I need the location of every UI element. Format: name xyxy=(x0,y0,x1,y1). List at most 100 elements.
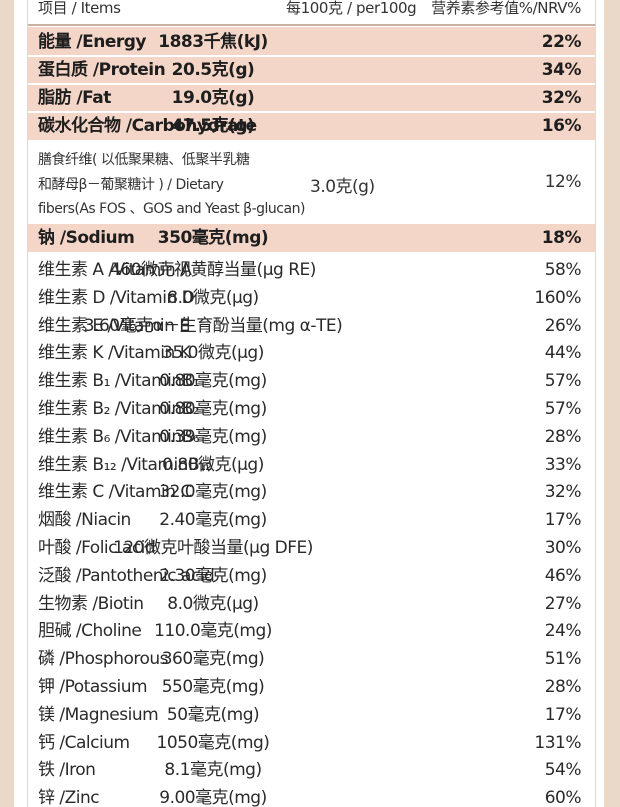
table-row: 叶酸 /Folic acid 120微克叶酸当量(μg DFE) 30% xyxy=(28,534,595,562)
table-row: 胆碱 /Choline 110.0毫克(mg) 24% xyxy=(28,617,595,645)
header-items: 项目 / Items xyxy=(38,0,121,17)
table-header: 项目 / Items 每100克 / per100g 营养素参考值%/NRV% xyxy=(28,0,595,22)
row-amount: 0.80微克(μg) xyxy=(162,454,264,475)
fiber-name-line1: 膳食纤维( 以低聚果糖、低聚半乳糖 xyxy=(38,152,250,168)
row-nrv: 54% xyxy=(544,760,582,781)
row-nrv: 44% xyxy=(544,343,582,364)
table-row: 维生素 E /Vitamin E 3.60毫克α－生育酚当量(mg α-TE) 26… xyxy=(28,312,595,340)
table-row: 维生素 B₁ /VitaminB₁ 0.80毫克(mg) 57% xyxy=(28,367,595,395)
row-nrv: 34% xyxy=(541,60,582,80)
table-row: 维生素 K /Vitamin K 35.0微克(μg) 44% xyxy=(28,339,595,367)
row-nrv: 16% xyxy=(541,116,582,136)
row-nrv: 33% xyxy=(544,454,582,475)
row-nrv: 17% xyxy=(544,510,582,531)
table-row: 蛋白质 /Protein 20.5克(g) 34% xyxy=(28,56,595,84)
row-nrv: 17% xyxy=(544,704,582,725)
row-nrv: 24% xyxy=(544,621,582,642)
row-nrv: 57% xyxy=(544,371,582,392)
divider xyxy=(28,55,595,57)
table-row: 钠 /Sodium 350毫克(mg) 18% xyxy=(28,224,595,252)
row-name: 维生素 B₆ /VitaminB₆ xyxy=(38,426,200,447)
row-amount: 32.0毫克(mg) xyxy=(159,482,267,503)
row-nrv: 57% xyxy=(544,399,582,419)
row-name: 维生素 A /Vitamin A xyxy=(38,260,192,280)
header-per100g: 每100克 / per100g xyxy=(286,0,417,17)
row-name: 维生素 D /Vitamin D xyxy=(38,287,195,308)
row-nrv: 58% xyxy=(544,260,582,280)
row-name: 维生素 B₂ /VitaminB₂ xyxy=(38,399,200,419)
table-row: 维生素 B₁₂ /VitaminB₁₂ 0.80微克(μg) 33% xyxy=(28,451,595,479)
row-amount: 550毫克(mg) xyxy=(161,677,265,697)
divider xyxy=(28,83,595,85)
fiber-amount: 3.0克(g) xyxy=(310,177,375,197)
row-name: 碳水化合物 /Carbohydrate xyxy=(38,116,257,136)
row-amount: 0.80毫克(mg) xyxy=(159,371,267,392)
table-row: 维生素 B₂ /VitaminB₂ 0.80毫克(mg) 57% xyxy=(28,395,595,423)
row-nrv: 22% xyxy=(541,32,582,52)
row-name: 维生素 E /Vitamin E xyxy=(38,315,190,336)
row-name: 锌 /Zinc xyxy=(38,788,100,807)
row-name: 生物素 /Biotin xyxy=(38,593,144,614)
row-amount: 350毫克(mg) xyxy=(157,228,269,248)
right-frame xyxy=(604,0,620,807)
left-frame xyxy=(0,0,14,807)
row-nrv: 28% xyxy=(544,677,582,697)
table-row: 生物素 /Biotin 8.0微克(μg) 27% xyxy=(28,590,595,618)
fiber-row: 膳食纤维( 以低聚果糖、低聚半乳糖 和酵母β－葡聚糖计 ) / Dietary … xyxy=(28,147,595,223)
table-row: 烟酸 /Niacin 2.40毫克(mg) 17% xyxy=(28,506,595,534)
nutrition-table: 项目 / Items 每100克 / per100g 营养素参考值%/NRV% … xyxy=(27,0,596,807)
table-row: 能量 /Energy 1883千焦(kJ) 22% xyxy=(28,28,595,56)
row-nrv: 60% xyxy=(544,788,582,807)
row-nrv: 32% xyxy=(544,482,582,503)
row-amount: 2.30毫克(mg) xyxy=(159,565,267,586)
table-row: 维生素 D /Vitamin D 8.0微克(μg) 160% xyxy=(28,284,595,312)
row-nrv: 30% xyxy=(544,538,582,558)
table-row: 铁 /Iron 8.1毫克(mg) 54% xyxy=(28,756,595,784)
row-name: 钠 /Sodium xyxy=(38,228,135,248)
table-row: 镁 /Magnesium 50毫克(mg) 17% xyxy=(28,701,595,729)
row-name: 烟酸 /Niacin xyxy=(38,510,131,531)
row-name: 脂肪 /Fat xyxy=(38,88,111,108)
row-nrv: 160% xyxy=(534,287,581,308)
row-nrv: 46% xyxy=(544,565,582,586)
row-name: 胆碱 /Choline xyxy=(38,621,142,642)
row-name: 钾 /Potassium xyxy=(38,677,148,697)
table-row: 钙 /Calcium 1050毫克(mg) 131% xyxy=(28,729,595,757)
row-nrv: 27% xyxy=(544,593,582,614)
row-name: 能量 /Energy xyxy=(38,32,147,52)
row-amount: 460微克视黄醇当量(μg RE) xyxy=(110,260,316,280)
row-name: 铁 /Iron xyxy=(38,760,96,781)
row-name: 维生素 B₁₂ /VitaminB₁₂ xyxy=(38,454,212,475)
row-name: 维生素 C /Vitamin C xyxy=(38,482,192,503)
row-amount: 120微克叶酸当量(μg DFE) xyxy=(113,538,313,558)
table-row: 脂肪 /Fat 19.0克(g) 32% xyxy=(28,84,595,112)
table-row: 维生素 C /Vitamin C 32.0毫克(mg) 32% xyxy=(28,478,595,506)
row-amount: 8.0微克(μg) xyxy=(167,593,259,614)
row-nrv: 32% xyxy=(541,88,582,108)
row-amount: 360毫克(mg) xyxy=(161,649,265,670)
row-name: 泛酸 /Pantothenic acid xyxy=(38,565,215,586)
row-name: 维生素 B₁ /VitaminB₁ xyxy=(38,371,200,392)
header-rule xyxy=(28,24,595,26)
sodium-highlight xyxy=(28,224,595,252)
row-amount: 3.60毫克α－生育酚当量(mg α-TE) xyxy=(83,315,343,336)
row-name: 叶酸 /Folic acid xyxy=(38,538,156,558)
row-nrv: 26% xyxy=(544,315,582,336)
row-nrv: 51% xyxy=(544,649,582,670)
header-nrv: 营养素参考值%/NRV% xyxy=(431,0,581,17)
fiber-nrv: 12% xyxy=(544,172,582,192)
table-row: 泛酸 /Pantothenic acid 2.30毫克(mg) 46% xyxy=(28,562,595,590)
row-amount: 1883千焦(kJ) xyxy=(158,32,268,52)
row-amount: 19.0克(g) xyxy=(171,88,255,108)
row-nrv: 131% xyxy=(534,732,581,753)
table-row: 维生素 A /Vitamin A 460微克视黄醇当量(μg RE) 58% xyxy=(28,256,595,284)
row-amount: 1050毫克(mg) xyxy=(156,732,270,753)
row-nrv: 18% xyxy=(541,228,582,248)
row-name: 蛋白质 /Protein xyxy=(38,60,166,80)
row-amount: 47.5克(g) xyxy=(171,116,255,136)
table-row: 锌 /Zinc 9.00毫克(mg) 60% xyxy=(28,784,595,807)
row-amount: 0.39毫克(mg) xyxy=(159,426,267,447)
row-amount: 9.00毫克(mg) xyxy=(159,788,267,807)
table-row: 磷 /Phosphorous 360毫克(mg) 51% xyxy=(28,645,595,673)
fiber-name-line3: fibers(As FOS 、GOS and Yeast β-glucan) xyxy=(38,201,305,217)
